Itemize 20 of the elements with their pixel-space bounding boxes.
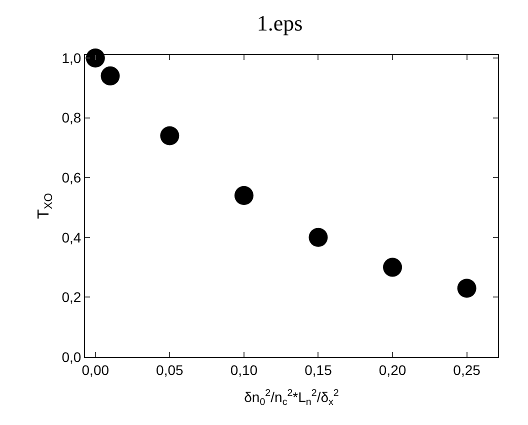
x-tick-label: 0,15	[304, 362, 332, 378]
point	[308, 228, 328, 247]
y-tick-label: 1,0	[62, 50, 82, 66]
y-tick-label: 0,0	[62, 348, 82, 365]
point	[86, 48, 105, 68]
y-tick-label: 0,8	[62, 110, 82, 126]
x-tick-label: 0,00	[82, 362, 110, 378]
point	[383, 258, 402, 277]
point	[160, 126, 180, 146]
chart-title: 1.eps	[256, 10, 303, 36]
y-tick-label: 0,6	[62, 169, 82, 186]
point	[457, 278, 476, 298]
x-tick-label: 0,10	[230, 362, 258, 378]
y-tick-label: 0,4	[62, 229, 82, 246]
x-tick-label: 0,20	[378, 362, 406, 378]
x-tick-label: 0,05	[156, 362, 184, 378]
point	[234, 186, 254, 206]
point	[100, 66, 120, 86]
y-tick-label: 0,2	[62, 289, 82, 306]
x-tick-label: 0,25	[453, 362, 481, 378]
